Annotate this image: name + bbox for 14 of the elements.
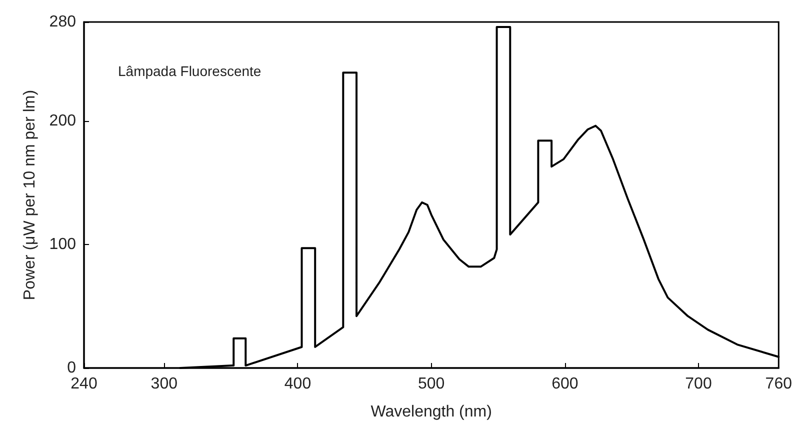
y-tick-label: 280	[49, 14, 76, 30]
y-tick-label: 100	[49, 236, 76, 253]
x-tick-label: 400	[284, 376, 312, 392]
x-tick-label: 700	[685, 376, 712, 392]
y-axis-title: Power (μW per 10 nm per lm)	[22, 90, 38, 300]
x-axis-title: Wavelength (nm)	[370, 404, 492, 420]
y-tick-label: 0	[67, 360, 76, 376]
x-tick-label: 240	[70, 376, 98, 392]
x-tick-label: 500	[418, 376, 445, 392]
x-tick-label: 760	[765, 376, 792, 392]
x-tick-label: 600	[552, 376, 578, 392]
y-tick-label: 200	[49, 112, 76, 130]
x-tick-label: 300	[150, 376, 178, 392]
annotation: Lâmpada Fluorescente	[118, 63, 262, 79]
